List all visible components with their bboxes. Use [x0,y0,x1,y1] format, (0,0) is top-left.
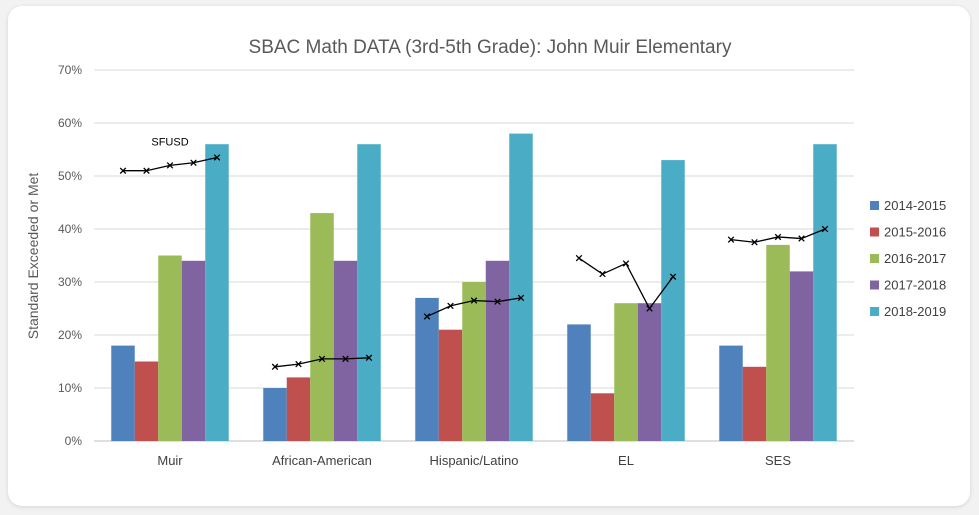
legend-label: 2015-2016 [884,225,946,240]
y-tick-label: 30% [58,275,82,289]
sfusd-marker [494,298,501,305]
bar [205,144,229,441]
chart-title: SBAC Math DATA (3rd-5th Grade): John Mui… [249,37,732,58]
legend-swatch [870,280,879,290]
legend-swatch [870,307,879,316]
sfusd-marker [669,273,677,280]
legend-swatch [870,227,879,237]
bar [590,393,615,441]
sfusd-marker [271,363,279,371]
y-tick-label: 40% [58,222,82,236]
sfusd-marker [774,233,782,241]
legend-label: 2014-2015 [884,198,946,213]
x-axis-categories: Muir African-American Hispanic/Latino EL SES [157,453,791,468]
sfusd-marker [821,225,829,233]
bar [286,377,311,441]
sfusd-marker [213,154,221,161]
bar [158,255,182,441]
x-category-label: Hispanic/Latino [430,453,519,468]
sfusd-line [578,257,674,310]
sfusd-marker [190,159,197,167]
bar [637,303,662,441]
bar [567,324,591,441]
bar [789,271,814,441]
bar [462,282,486,441]
legend-label: 2016-2017 [884,251,946,266]
sfusd-marker [646,305,653,312]
bar [134,361,159,441]
y-tick-label: 60% [58,116,82,130]
sfusd-annotation: SFUSD [151,136,188,148]
sfusd-marker [727,236,735,243]
y-axis-label: Standard Exceeded or Met [25,173,41,340]
bar [438,329,463,441]
sfusd-marker [751,238,758,246]
sfusd-marker [365,354,373,362]
sfusd-marker [447,302,454,310]
bar [415,297,439,441]
sfusd-marker [342,355,349,363]
sfusd-marker [119,167,127,174]
bar [310,213,334,441]
bar-chart: SBAC Math DATA (3rd-5th Grade): John Mui… [25,37,946,468]
y-tick-label: 50% [58,169,82,183]
legend: 2014-2015 2015-2016 2016-2017 2017-2018 2018… [870,198,946,319]
sfusd-marker [166,162,174,169]
y-tick-label: 70% [58,63,82,77]
bar [813,144,837,441]
legend-swatch [870,201,879,210]
sfusd-marker [517,294,525,302]
x-category-label: EL [618,453,634,468]
y-axis-ticks: 0% 10% 20% 30% 40% 50% 60% 70% [58,63,82,448]
sfusd-marker [599,270,606,278]
sfusd-marker [622,260,630,267]
bar [614,303,638,441]
bar [181,260,206,441]
legend-label: 2017-2018 [884,278,946,293]
sfusd-marker [143,167,150,174]
y-tick-label: 0% [65,434,83,448]
bar [719,345,743,441]
sfusd-marker [575,254,583,262]
bar [742,366,767,441]
x-category-label: SES [765,453,791,468]
bar [333,260,358,441]
bar [263,388,287,441]
chart-card: SBAC Math DATA (3rd-5th Grade): John Mui… [8,6,970,506]
x-category-label: African-American [272,453,372,468]
sfusd-marker [470,297,478,304]
sfusd-marker [295,360,302,368]
y-tick-label: 20% [58,328,82,342]
sfusd-marker [423,313,431,320]
sfusd-marker [318,355,326,363]
bar [661,160,685,441]
sfusd-line [730,228,826,243]
bar [111,345,135,441]
sfusd-lines: SFUSD [119,136,829,371]
sfusd-marker [798,235,805,242]
sfusd-line [123,156,218,172]
bar [766,244,790,441]
y-tick-label: 10% [58,381,82,395]
bar [485,260,510,441]
bar [357,144,381,441]
x-category-label: Muir [157,453,183,468]
bars [111,133,837,441]
legend-swatch [870,254,879,263]
bar [509,133,533,441]
legend-label: 2018-2019 [884,304,946,319]
